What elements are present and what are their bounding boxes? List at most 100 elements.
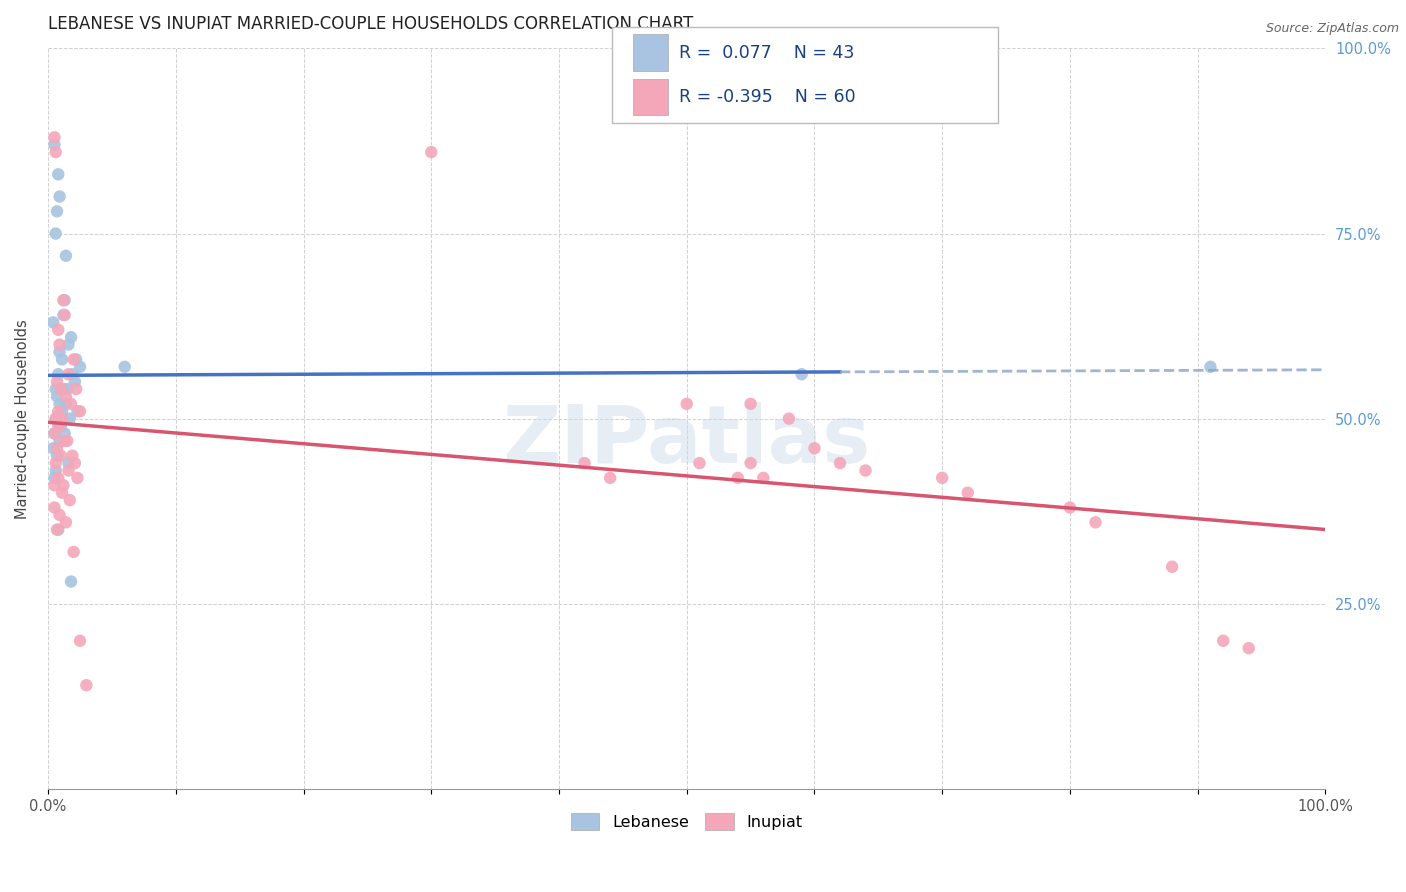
Point xyxy=(42,315,65,329)
Point xyxy=(1084,516,1107,530)
Point xyxy=(114,359,136,374)
Point xyxy=(60,449,83,463)
Point xyxy=(55,397,77,411)
Point xyxy=(45,463,67,477)
Point xyxy=(46,471,69,485)
Point xyxy=(740,397,762,411)
Point xyxy=(46,323,69,337)
Point xyxy=(48,345,70,359)
Point xyxy=(46,167,69,181)
Point xyxy=(66,404,89,418)
Point xyxy=(63,375,86,389)
Point xyxy=(59,493,82,508)
Point xyxy=(44,426,66,441)
Point xyxy=(51,352,73,367)
Point xyxy=(803,442,825,456)
Y-axis label: Married-couple Households: Married-couple Households xyxy=(15,318,30,518)
Point xyxy=(58,463,80,477)
Point xyxy=(51,485,73,500)
Point xyxy=(44,137,66,152)
Point xyxy=(75,678,97,692)
Point xyxy=(49,382,72,396)
Point xyxy=(675,397,697,411)
Point xyxy=(62,352,84,367)
Point xyxy=(60,574,83,589)
Point xyxy=(44,478,66,492)
Point xyxy=(1212,633,1234,648)
Point xyxy=(69,359,91,374)
Point xyxy=(828,456,851,470)
Point xyxy=(49,449,72,463)
Point xyxy=(46,523,69,537)
Point xyxy=(65,352,87,367)
Point xyxy=(727,471,749,485)
Point xyxy=(44,500,66,515)
Point xyxy=(574,456,596,470)
Point xyxy=(1161,559,1184,574)
Point xyxy=(52,478,75,492)
Point xyxy=(790,368,813,382)
Point xyxy=(46,449,69,463)
Text: R = -0.395    N = 60: R = -0.395 N = 60 xyxy=(679,88,856,106)
Point xyxy=(1059,500,1081,515)
Point xyxy=(69,633,91,648)
Point xyxy=(45,382,67,396)
Point xyxy=(65,382,87,396)
Point xyxy=(55,249,77,263)
Point xyxy=(63,456,86,470)
Point xyxy=(69,404,91,418)
Point xyxy=(48,434,70,448)
Point xyxy=(51,404,73,418)
Point xyxy=(59,411,82,425)
Legend: Lebanese, Inupiat: Lebanese, Inupiat xyxy=(564,806,808,837)
Text: R =  0.077    N = 43: R = 0.077 N = 43 xyxy=(679,44,855,62)
Point xyxy=(44,471,66,485)
Point xyxy=(46,368,69,382)
Point xyxy=(46,442,69,456)
Point xyxy=(52,382,75,396)
Text: LEBANESE VS INUPIAT MARRIED-COUPLE HOUSEHOLDS CORRELATION CHART: LEBANESE VS INUPIAT MARRIED-COUPLE HOUSE… xyxy=(48,15,693,33)
Point xyxy=(46,404,69,418)
Point xyxy=(56,382,79,396)
Point xyxy=(931,471,953,485)
Point xyxy=(52,308,75,322)
Text: Source: ZipAtlas.com: Source: ZipAtlas.com xyxy=(1265,22,1399,36)
Point xyxy=(58,368,80,382)
Point xyxy=(45,411,67,425)
Point xyxy=(48,397,70,411)
Point xyxy=(56,434,79,448)
Point xyxy=(60,368,83,382)
Point xyxy=(66,471,89,485)
Point xyxy=(48,189,70,203)
Point xyxy=(599,471,621,485)
Point xyxy=(44,130,66,145)
Point xyxy=(53,426,76,441)
Point xyxy=(49,419,72,434)
Point xyxy=(52,293,75,308)
Point xyxy=(1199,359,1222,374)
Point xyxy=(46,204,69,219)
Point xyxy=(53,308,76,322)
Point xyxy=(44,426,66,441)
Point xyxy=(48,419,70,434)
Point xyxy=(46,419,69,434)
Point xyxy=(956,485,979,500)
Point xyxy=(740,456,762,470)
Point xyxy=(55,516,77,530)
Point xyxy=(46,375,69,389)
Point xyxy=(48,508,70,522)
Point xyxy=(752,471,775,485)
Point xyxy=(60,397,83,411)
Point xyxy=(45,145,67,160)
Point xyxy=(55,389,77,403)
Point xyxy=(46,523,69,537)
Text: ZIPatlas: ZIPatlas xyxy=(502,402,870,480)
Point xyxy=(42,442,65,456)
Point xyxy=(62,545,84,559)
Point xyxy=(53,434,76,448)
Point xyxy=(53,293,76,308)
Point xyxy=(45,227,67,241)
Point xyxy=(689,456,711,470)
Point xyxy=(45,411,67,425)
Point xyxy=(855,463,877,477)
